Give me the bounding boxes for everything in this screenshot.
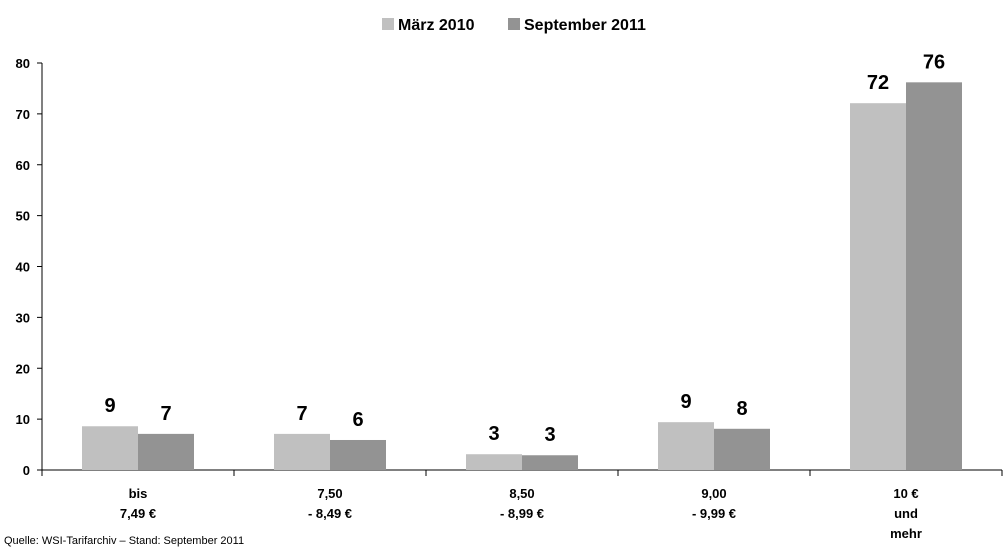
x-tick-label-line: 10 €: [893, 486, 918, 501]
x-tick-label-line: mehr: [890, 526, 922, 541]
x-tick-label: 8,50 - 8,99 €: [500, 486, 544, 521]
data-label: 8: [736, 398, 747, 420]
data-label: 3: [488, 423, 499, 445]
data-label: 76: [923, 51, 945, 73]
y-tick-label: 30: [16, 310, 30, 325]
y-tick-label: 10: [16, 412, 30, 427]
x-tick-label-line: bis: [129, 486, 148, 501]
legend-label: März 2010: [398, 17, 475, 34]
bar: [274, 433, 330, 470]
bar: [906, 82, 962, 471]
data-label: 7: [296, 403, 307, 425]
source-note: Quelle: WSI-Tarifarchiv – Stand: Septemb…: [4, 535, 244, 547]
x-tick-label-line: - 8,99 €: [500, 506, 544, 521]
bar: [658, 422, 714, 470]
x-tick-label: bis 7,49 €: [120, 486, 156, 521]
data-label: 9: [680, 391, 691, 413]
data-label: 3: [544, 424, 555, 446]
y-tick-label: 40: [16, 260, 30, 275]
x-tick-label-line: 9,00: [701, 486, 726, 501]
legend-label: September 2011: [524, 17, 646, 34]
data-label: 7: [160, 403, 171, 425]
bar: [330, 439, 386, 470]
y-tick-label: 80: [16, 56, 30, 71]
y-tick-label: 60: [16, 158, 30, 173]
bar: [714, 428, 770, 470]
bar: [138, 433, 194, 470]
x-tick-label-line: 8,50: [509, 486, 534, 501]
x-tick-label: 9,00 - 9,99 €: [692, 486, 736, 521]
legend-swatch: [382, 18, 394, 30]
data-label: 6: [352, 409, 363, 431]
y-tick-label: 50: [16, 209, 30, 224]
legend-swatch: [508, 18, 520, 30]
x-tick-label-line: - 9,99 €: [692, 506, 736, 521]
x-tick-label-line: 7,50: [317, 486, 342, 501]
bar: [82, 426, 138, 470]
bar: [522, 455, 578, 470]
x-tick-label-line: und: [894, 506, 918, 521]
y-tick-label: 0: [23, 463, 30, 478]
x-tick-label: 7,50 - 8,49 €: [308, 486, 352, 521]
y-tick-label: 20: [16, 361, 30, 376]
data-label: 9: [104, 395, 115, 417]
x-tick-label: 10 € und mehr: [890, 486, 922, 541]
data-label: 72: [867, 72, 889, 94]
bar: [850, 103, 906, 470]
x-tick-label-line: 7,49 €: [120, 506, 156, 521]
bar: [466, 454, 522, 470]
y-tick-label: 70: [16, 107, 30, 122]
x-tick-label-line: - 8,49 €: [308, 506, 352, 521]
